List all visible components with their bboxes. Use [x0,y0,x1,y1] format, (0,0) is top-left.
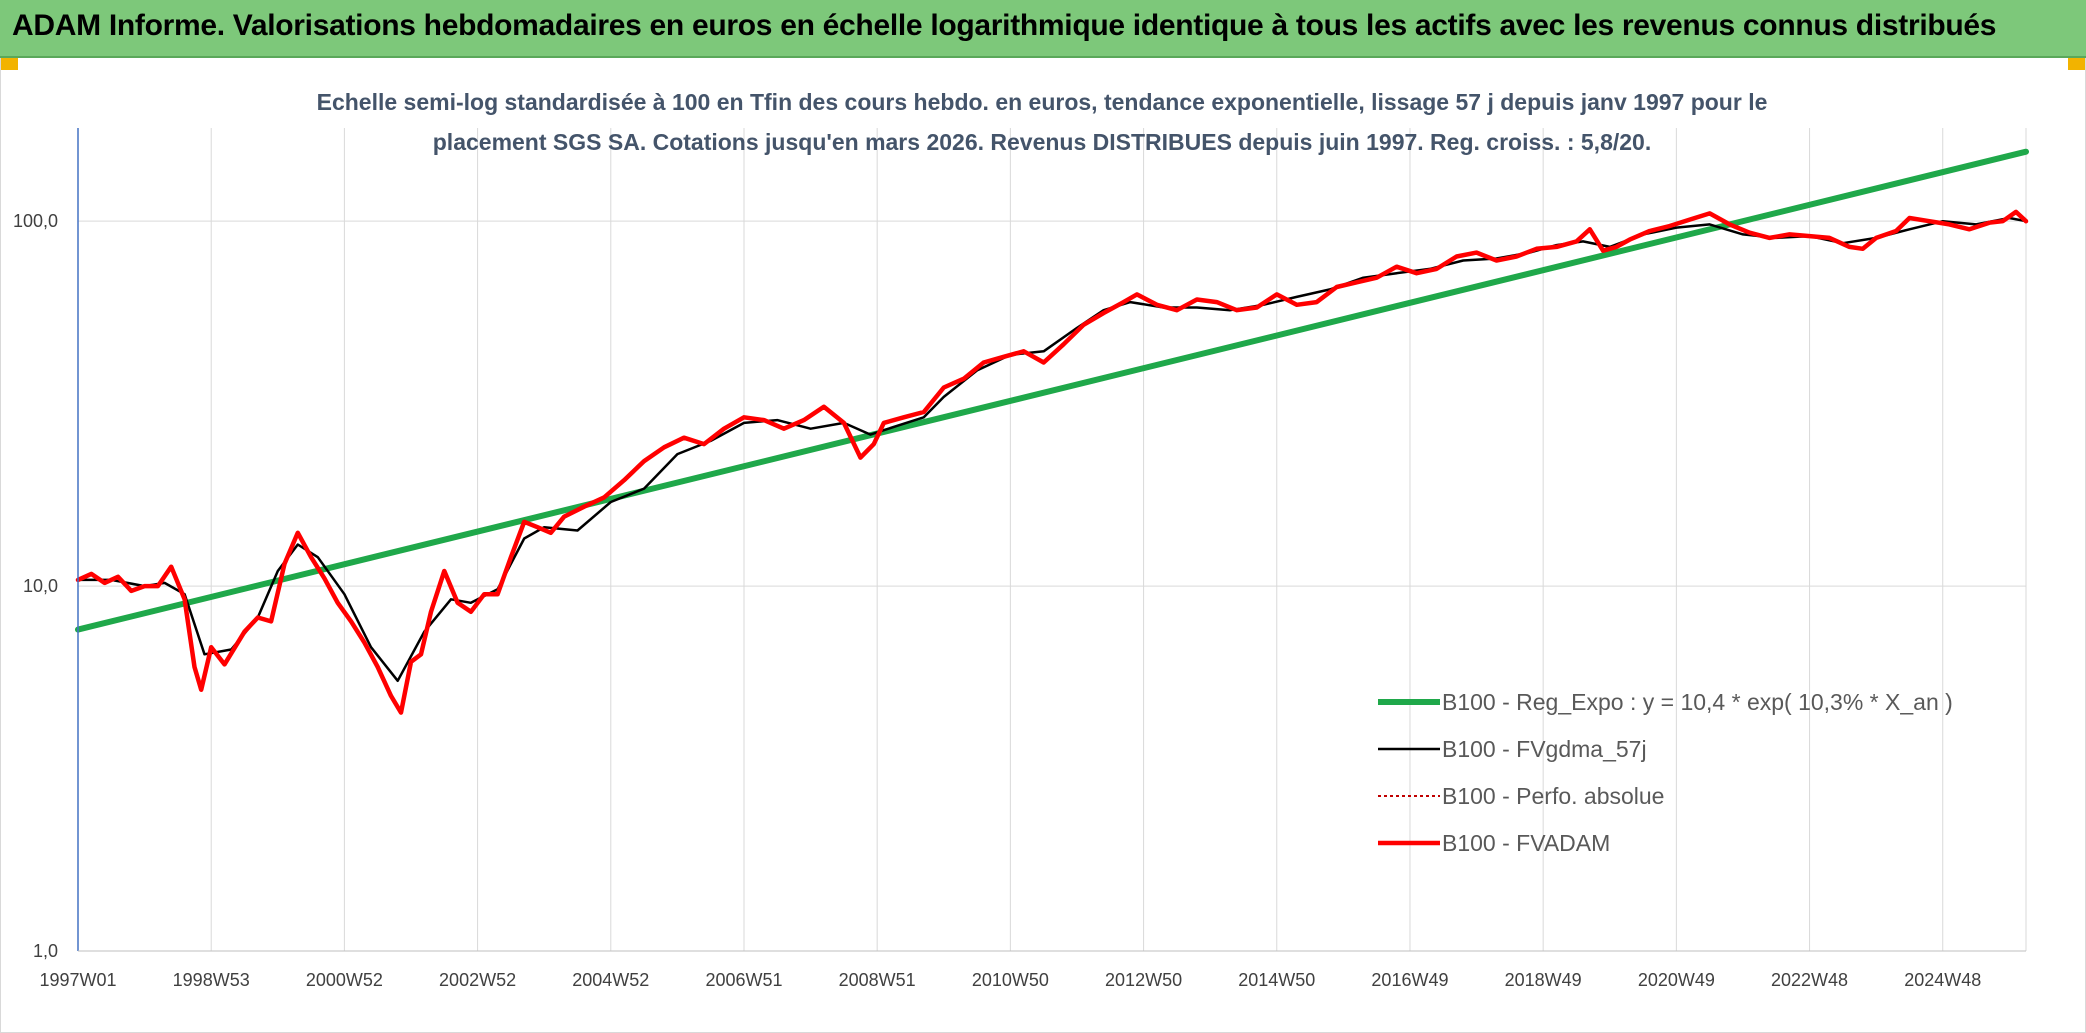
x-tick-label: 2010W50 [972,970,1049,990]
y-tick-label: 100,0 [13,211,58,231]
chart-title-line: placement SGS SA. Cotations jusqu'en mar… [433,129,1651,155]
series-line-3 [75,209,2029,715]
x-tick-label: 2006W51 [705,970,782,990]
x-tick-label: 2012W50 [1105,970,1182,990]
series-lines [75,148,2029,715]
x-tick-label: 1997W01 [39,970,116,990]
x-tick-label: 2016W49 [1371,970,1448,990]
x-tick-label: 2002W52 [439,970,516,990]
x-tick-label: 2020W49 [1638,970,1715,990]
legend-label: B100 - Reg_Expo : y = 10,4 * exp( 10,3% … [1442,689,1953,715]
report-banner: ADAM Informe. Valorisations hebdomadaire… [0,0,2086,58]
corner-accent-left [0,58,18,70]
legend-label: B100 - FVgdma_57j [1442,736,1647,762]
grid-lines [78,128,2027,952]
x-tick-label: 2014W50 [1238,970,1315,990]
x-tick-label: 1998W53 [173,970,250,990]
x-tick-label: 2004W52 [572,970,649,990]
x-tick-label: 2000W52 [306,970,383,990]
legend-label: B100 - Perfo. absolue [1442,783,1664,809]
axes: 1,0 10,0 100,0 1997W01 1998W53 2000W52 2002W52… [13,128,2026,990]
legend: B100 - Reg_Expo : y = 10,4 * exp( 10,3% … [1378,689,1953,856]
x-tick-label: 2018W49 [1505,970,1582,990]
x-tick-label: 2024W48 [1904,970,1981,990]
report-title: ADAM Informe. Valorisations hebdomadaire… [12,9,1997,42]
legend-label: B100 - FVADAM [1442,830,1610,856]
chart-title-line: Echelle semi-log standardisée à 100 en T… [317,89,1768,115]
chart-title: Echelle semi-log standardisée à 100 en T… [317,89,1768,155]
series-line-0 [75,148,2029,633]
corner-accent-right [2068,58,2086,70]
y-tick-label: 10,0 [23,576,58,596]
x-tick-label: 2008W51 [839,970,916,990]
y-tick-label: 1,0 [33,941,58,961]
series-line-1 [76,216,2028,683]
x-tick-label: 2022W48 [1771,970,1848,990]
